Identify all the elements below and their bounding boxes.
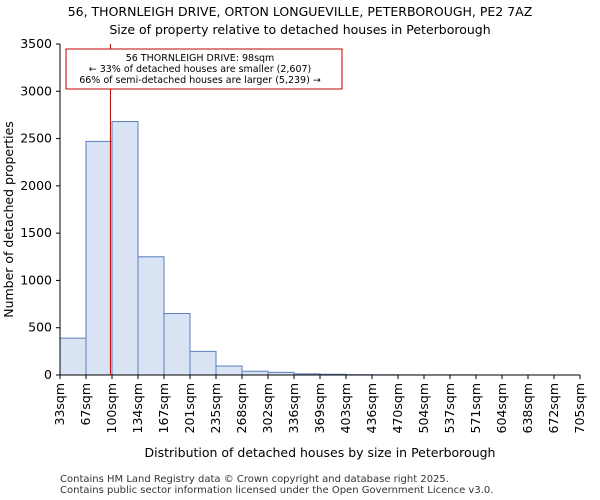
- x-tick-label: 604sqm: [494, 383, 509, 433]
- histogram-bar: [215, 365, 243, 376]
- x-tick-label: 100sqm: [104, 383, 119, 433]
- histogram-bar: [137, 256, 165, 376]
- y-tick-label: 2500: [20, 131, 52, 146]
- x-axis-label: Distribution of detached houses by size …: [145, 445, 496, 460]
- y-tick-label: 500: [28, 320, 52, 335]
- x-tick-label: 268sqm: [234, 383, 249, 433]
- x-tick-label: 167sqm: [156, 383, 171, 433]
- annotation-title: 56 THORNLEIGH DRIVE: 98sqm: [126, 53, 275, 64]
- footer-copyright: Contains HM Land Registry data © Crown c…: [60, 474, 449, 485]
- x-tick-label: 235sqm: [208, 383, 223, 433]
- y-tick-label: 2000: [20, 178, 52, 193]
- x-tick-label: 403sqm: [338, 383, 353, 433]
- histogram-bar: [59, 337, 87, 376]
- y-tick-label: 0: [44, 367, 52, 382]
- x-tick-label: 470sqm: [390, 383, 405, 433]
- y-tick-label: 3500: [20, 36, 52, 51]
- annotation-larger: 66% of semi-detached houses are larger (…: [79, 75, 321, 86]
- footer-licence: Contains public sector information licen…: [60, 485, 494, 496]
- x-tick-label: 134sqm: [130, 383, 145, 433]
- annotation-box: [65, 48, 343, 90]
- histogram-bar: [163, 313, 191, 376]
- x-tick-label: 369sqm: [312, 383, 327, 433]
- x-tick-label: 336sqm: [286, 383, 301, 433]
- histogram-bar: [85, 140, 113, 376]
- histogram-bar: [241, 370, 269, 376]
- chart-subtitle: Size of property relative to detached ho…: [109, 22, 491, 37]
- x-tick-label: 33sqm: [52, 383, 67, 426]
- y-axis-label: Number of detached properties: [1, 121, 16, 318]
- x-tick-label: 67sqm: [78, 383, 93, 426]
- x-tick-label: 537sqm: [442, 383, 457, 433]
- y-tick-label: 1000: [20, 272, 52, 287]
- chart-title: 56, THORNLEIGH DRIVE, ORTON LONGUEVILLE,…: [67, 4, 533, 19]
- histogram-chart: 0 500 1000 1500 2000 2500 3000 3500 33sqm 67sqm 1…: [1, 36, 587, 460]
- annotation-smaller: ← 33% of detached houses are smaller (2,…: [89, 64, 312, 75]
- x-tick-label: 504sqm: [416, 383, 431, 433]
- x-tick-label: 302sqm: [260, 383, 275, 433]
- y-tick-label: 1500: [20, 225, 52, 240]
- x-tick-label: 436sqm: [364, 383, 379, 433]
- x-tick-label: 571sqm: [468, 383, 483, 433]
- x-tick-label: 705sqm: [572, 383, 587, 433]
- x-tick-label: 672sqm: [546, 383, 561, 433]
- histogram-bar: [189, 350, 217, 376]
- x-tick-label: 638sqm: [520, 383, 535, 433]
- histogram-bar: [111, 121, 139, 376]
- y-tick-label: 3000: [20, 83, 52, 98]
- x-tick-label: 201sqm: [182, 383, 197, 433]
